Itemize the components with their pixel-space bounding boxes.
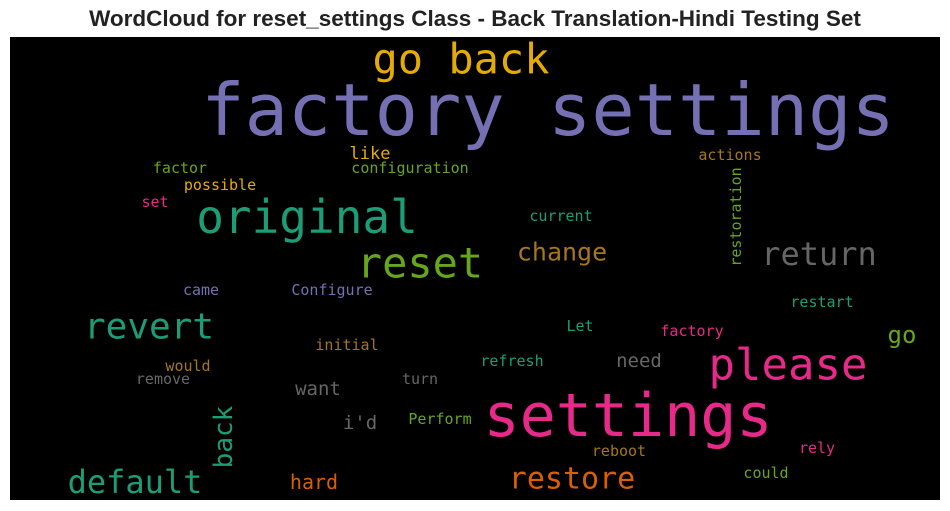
word-i-d: i'd — [343, 412, 377, 434]
word-configuration: configuration — [351, 159, 468, 177]
word-possible: possible — [184, 176, 256, 194]
word-reset: reset — [357, 239, 483, 288]
word-rely: rely — [799, 439, 835, 457]
word-came: came — [183, 281, 219, 299]
word-need: need — [616, 350, 662, 372]
word-configure: Configure — [291, 281, 372, 299]
word-back: back — [209, 405, 239, 468]
word-restart: restart — [790, 293, 853, 311]
word-restoration: restoration — [727, 167, 745, 266]
word-like: like — [350, 144, 391, 164]
word-factory-settings: factory settings — [201, 68, 895, 152]
word-want: want — [295, 378, 341, 400]
word-set: set — [141, 193, 168, 211]
word-factor: factor — [153, 159, 207, 177]
cloud-background — [10, 37, 940, 500]
word-revert: revert — [84, 307, 214, 348]
word-factory: factory — [660, 322, 723, 340]
word-please: please — [709, 340, 868, 391]
word-current: current — [529, 207, 592, 225]
word-initial: initial — [315, 336, 378, 354]
word-hard: hard — [290, 470, 338, 494]
word-original: original — [196, 190, 418, 244]
word-refresh: refresh — [480, 352, 543, 370]
word-let: Let — [566, 317, 593, 335]
word-would: would — [165, 357, 210, 375]
word-could: could — [743, 464, 788, 482]
word-remove: remove — [136, 370, 190, 388]
word-return: return — [761, 235, 877, 273]
word-go-back: go back — [372, 37, 549, 84]
word-go: go — [888, 321, 917, 349]
word-turn: turn — [402, 370, 438, 388]
word-change: change — [517, 238, 607, 267]
chart-title: WordCloud for reset_settings Class - Bac… — [89, 6, 861, 31]
word-default: default — [68, 463, 203, 500]
word-actions: actions — [698, 146, 761, 164]
word-restore: restore — [509, 462, 635, 497]
word-settings: settings — [484, 381, 773, 451]
word-perform: Perform — [408, 410, 471, 428]
word-reboot: reboot — [592, 442, 646, 460]
